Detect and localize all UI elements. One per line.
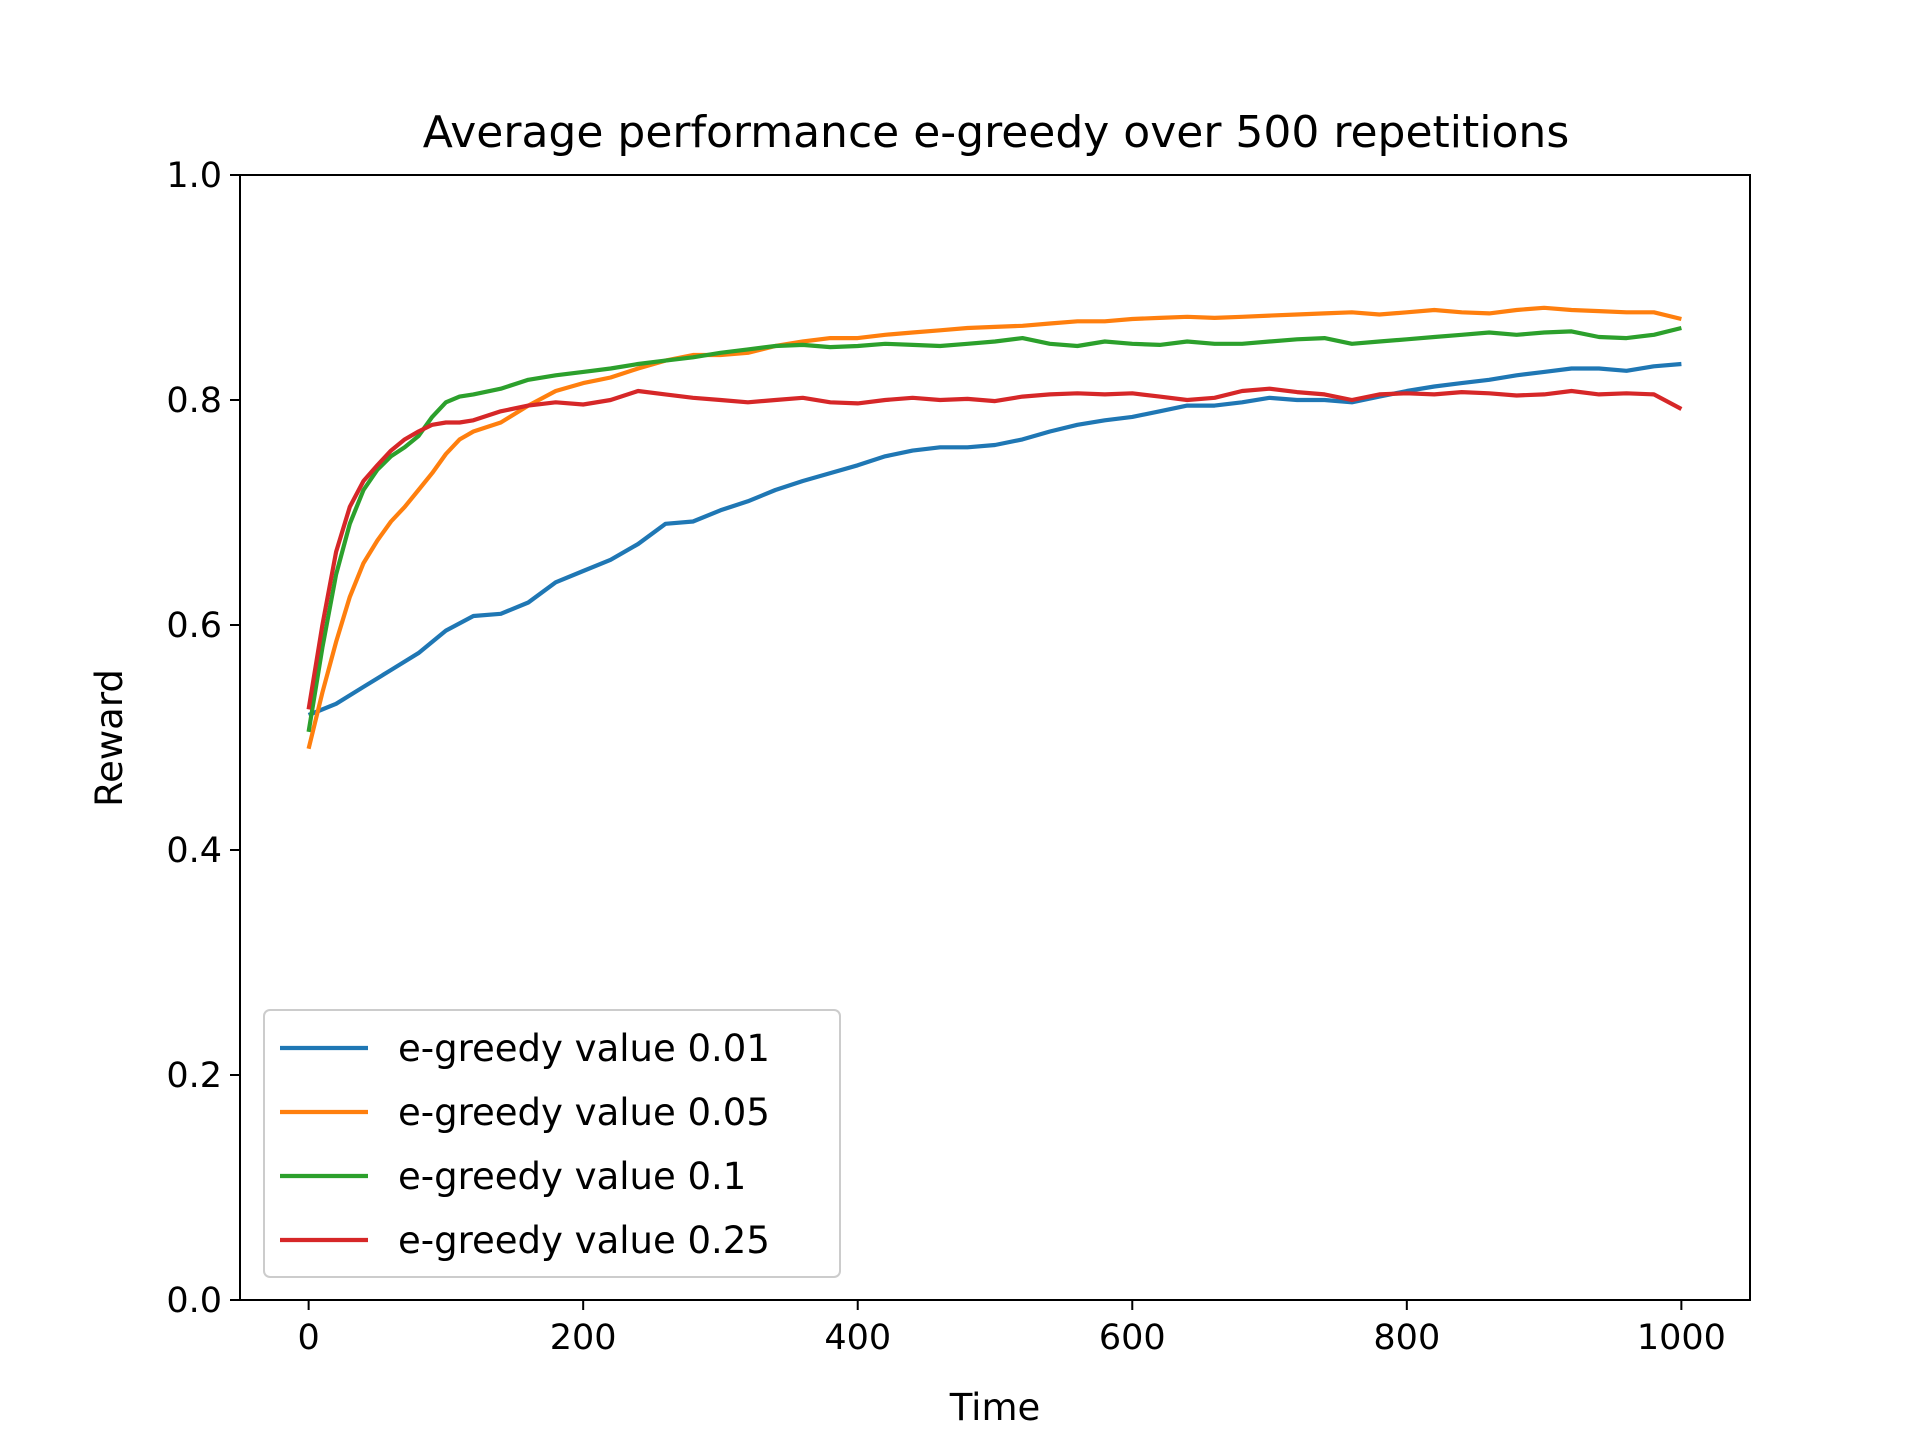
y-axis-label: Reward [88, 669, 131, 807]
series-line-3 [306, 386, 1683, 710]
y-tick-label: 0.4 [166, 831, 222, 871]
y-tick-label: 0.2 [166, 1056, 222, 1096]
x-axis: 0 200 400 600 800 1000 [297, 1300, 1726, 1358]
x-tick-label: 1000 [1637, 1318, 1726, 1358]
y-axis: 0.0 0.2 0.4 0.6 0.8 1.0 [166, 156, 240, 1321]
x-tick-label: 0 [297, 1318, 319, 1358]
x-tick-label: 400 [824, 1318, 891, 1358]
legend-box [263, 1009, 841, 1278]
y-tick-label: 0.6 [166, 606, 222, 646]
series-layer [306, 305, 1683, 750]
legend-label-2: e-greedy value 0.1 [398, 1155, 746, 1198]
legend-label-1: e-greedy value 0.05 [398, 1091, 770, 1134]
legend-label-0: e-greedy value 0.01 [398, 1027, 770, 1070]
series-line-0 [307, 361, 1682, 717]
series-line-2 [306, 325, 1682, 733]
x-tick-label: 600 [1099, 1318, 1166, 1358]
legend: e-greedy value 0.01 e-greedy value 0.05 e-… [263, 1009, 841, 1278]
x-tick-label: 800 [1373, 1318, 1440, 1358]
y-tick-label: 1.0 [166, 156, 222, 196]
y-tick-label: 0.0 [166, 1281, 222, 1321]
y-tick-label: 0.8 [166, 381, 222, 421]
series-line-1 [306, 305, 1682, 750]
x-axis-label: Time [949, 1386, 1041, 1429]
x-tick-label: 200 [550, 1318, 617, 1358]
legend-label-3: e-greedy value 0.25 [398, 1219, 770, 1262]
plot-frame [239, 174, 1751, 1301]
chart-title: Average performance e-greedy over 500 re… [423, 107, 1570, 158]
